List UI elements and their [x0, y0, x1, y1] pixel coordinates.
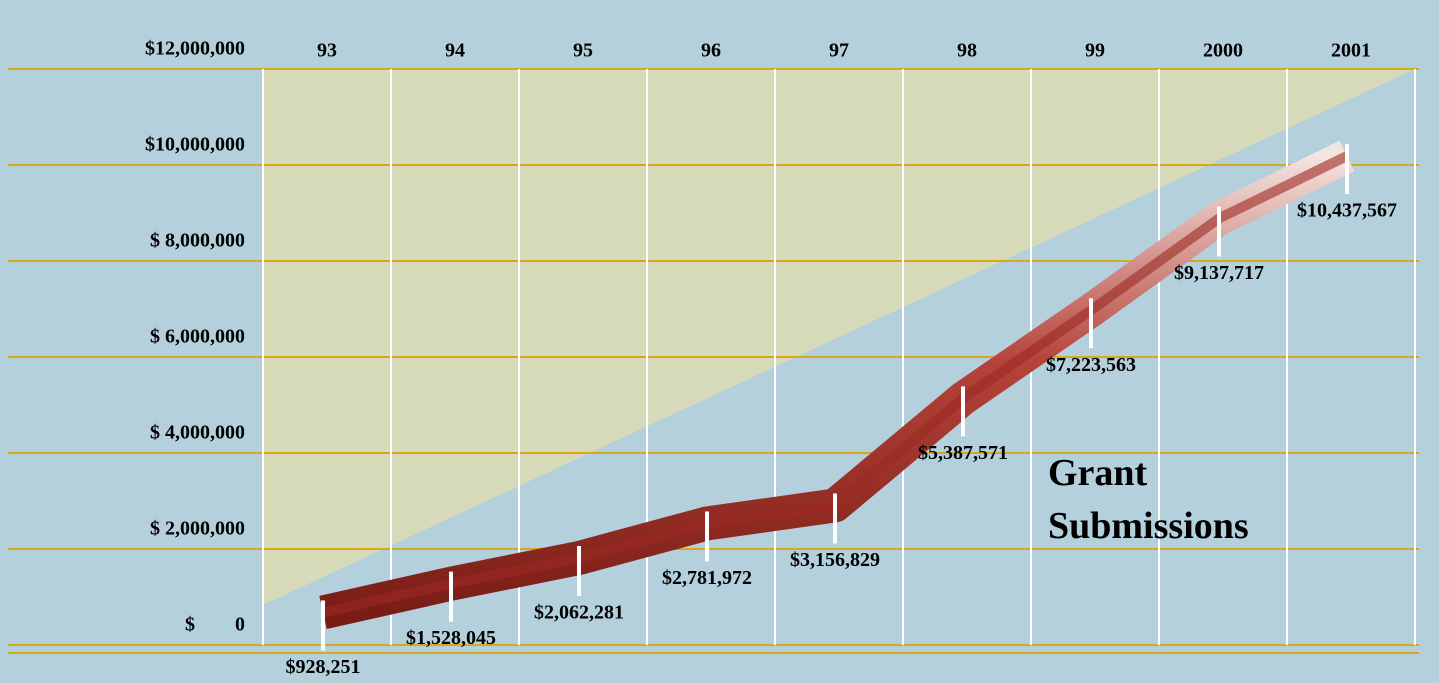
y-tick-label: $ 2,000,000 — [150, 518, 245, 540]
value-label: $928,251 — [286, 656, 361, 678]
annotation: Grant Submissions — [1048, 452, 1249, 547]
x-tick-label: 94 — [445, 40, 465, 62]
backdrop-triangle — [263, 69, 1415, 605]
y-tick-label: $ 0 — [185, 614, 245, 636]
y-tick-label: $ 8,000,000 — [150, 230, 245, 252]
value-label: $5,387,571 — [918, 442, 1008, 464]
x-tick-label: 2000 — [1203, 40, 1243, 62]
x-tick-label: 2001 — [1331, 40, 1371, 62]
y-tick-label: $10,000,000 — [145, 134, 245, 156]
value-label: $2,781,972 — [662, 567, 752, 589]
x-tick-label: 96 — [701, 40, 721, 62]
value-label: $9,137,717 — [1174, 262, 1264, 284]
y-tick-label: $ 6,000,000 — [150, 326, 245, 348]
y-tick-label: $12,000,000 — [145, 38, 245, 60]
value-label: $3,156,829 — [790, 549, 880, 571]
x-tick-label: 95 — [573, 40, 593, 62]
x-tick-label: 93 — [317, 40, 337, 62]
y-tick-label: $ 4,000,000 — [150, 422, 245, 444]
value-label: $2,062,281 — [534, 602, 624, 624]
x-tick-label: 98 — [957, 40, 977, 62]
value-label: $7,223,563 — [1046, 354, 1136, 376]
value-label: $10,437,567 — [1297, 200, 1397, 222]
x-tick-label: 99 — [1085, 40, 1105, 62]
x-tick-label: 97 — [829, 40, 849, 62]
value-label: $1,528,045 — [406, 627, 496, 649]
